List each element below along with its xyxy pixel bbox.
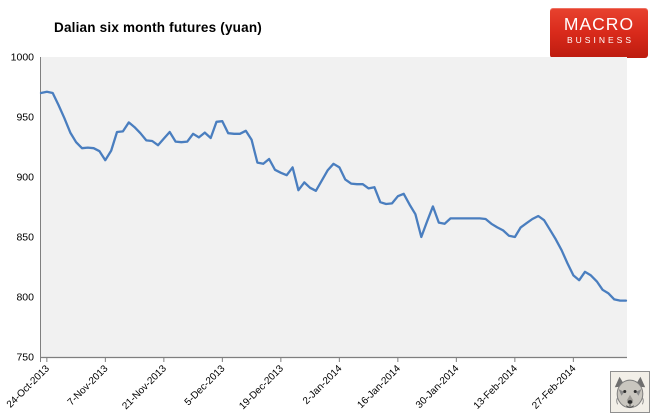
x-tick-label: 27-Feb-2014	[530, 363, 579, 412]
x-tick-label: 5-Dec-2013	[183, 363, 228, 408]
x-tick-label: 30-Jan-2014	[414, 363, 462, 411]
y-tick-label: 800	[16, 292, 34, 304]
logo-text-macro: MACRO	[563, 14, 635, 34]
y-tick-label: 750	[16, 352, 34, 364]
plot-area-background	[41, 57, 627, 357]
price-line	[39, 90, 628, 302]
y-tick-label: 850	[16, 232, 34, 244]
x-tick-label: 2-Jan-2014	[301, 363, 345, 407]
wolf-watermark	[610, 371, 650, 413]
logo-text-business: BUSINESS	[567, 35, 634, 45]
x-tick-label: 21-Nov-2013	[120, 363, 169, 412]
x-tick-label: 13-Feb-2014	[472, 363, 521, 412]
x-tick-label: 24-Oct-2013	[5, 363, 52, 410]
y-tick-label: 1000	[11, 52, 35, 64]
x-tick-label: 16-Jan-2014	[355, 363, 403, 411]
x-tick-label: 19-Dec-2013	[237, 363, 286, 412]
y-tick-label: 950	[16, 112, 34, 124]
macrobusiness-logo: MACRO BUSINESS	[550, 8, 648, 58]
wolf-icon	[611, 372, 649, 412]
chart-title: Dalian six month futures (yuan)	[54, 20, 262, 35]
x-tick-label: 7-Nov-2013	[66, 363, 111, 408]
y-tick-label: 900	[16, 172, 34, 184]
